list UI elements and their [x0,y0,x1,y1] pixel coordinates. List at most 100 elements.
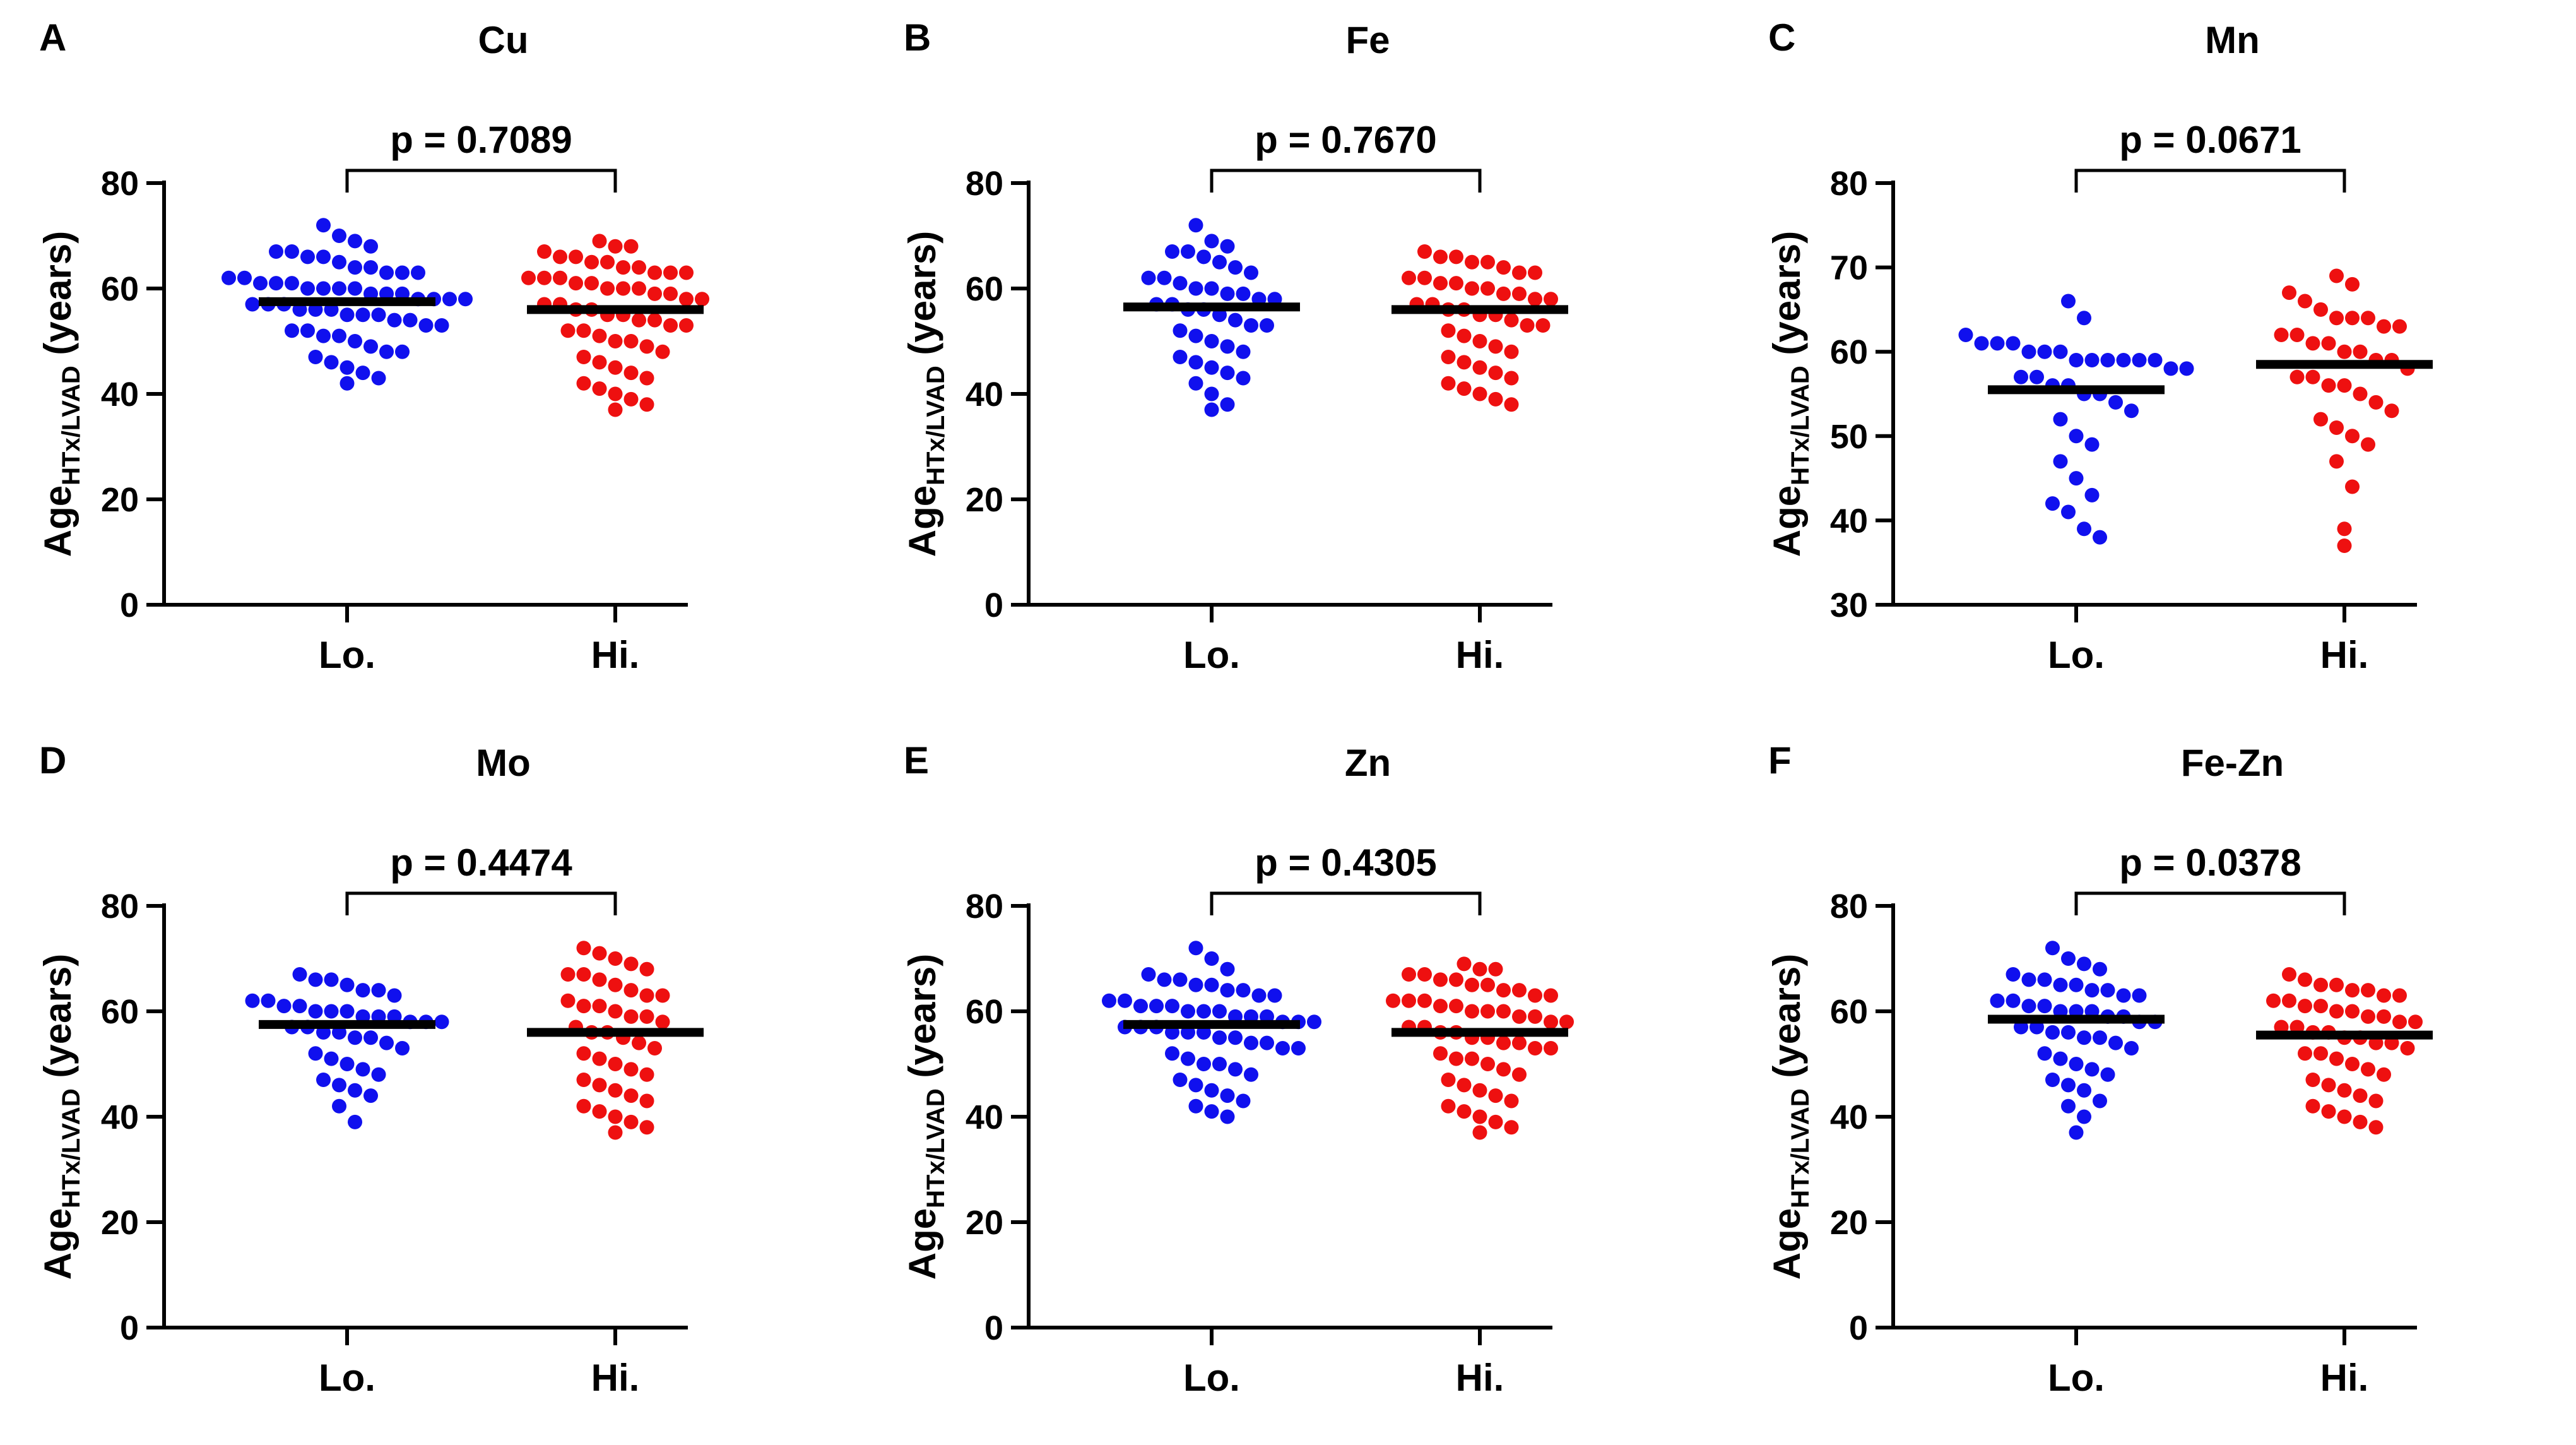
y-tick-label: 40 [1830,1098,1868,1136]
data-point-high [1386,993,1400,1008]
data-point-low [2100,1067,2115,1082]
data-point-high [1480,1057,1495,1071]
data-point-high [1433,972,1448,987]
x-category-label: Hi. [2320,1357,2369,1399]
x-category-label: Hi. [591,634,640,676]
y-axis-label-base: Age [37,1208,79,1280]
significance-bracket [2074,891,2346,915]
data-point-high [1488,339,1503,354]
data-point-low [2045,1025,2060,1040]
data-point-low [442,292,457,307]
data-point-low [1236,371,1251,386]
data-point-high [576,350,591,365]
data-point-low [1228,312,1243,328]
data-point-high [1512,1067,1527,1082]
data-point-high [592,328,607,343]
data-point-low [285,244,299,259]
data-point-high [608,1083,623,1098]
data-point-low [348,1083,362,1098]
data-point-high [1559,1014,1574,1030]
data-point-high [2329,1004,2344,1019]
data-point-high [608,977,623,992]
data-point-low [2021,344,2036,359]
data-point-low [340,1057,355,1071]
panel-fe: B Fe AgeHTx/LVAD (years) 0 20 40 60 80 Lo. Hi. p =… [865,0,1723,722]
data-point-high [2377,1009,2391,1024]
data-point-high [2377,319,2391,334]
data-point-low [2029,369,2044,384]
data-point-low [1307,1014,1321,1030]
data-point-low [1212,1057,1227,1071]
data-point-high [1504,397,1519,412]
panel-zn: E Zn AgeHTx/LVAD (years) 0 20 40 60 80 Lo. Hi. p =… [865,723,1723,1445]
data-point-high [639,1120,654,1135]
y-axis-label: AgeHTx/LVAD (years) [901,231,950,557]
data-point-high [695,292,709,307]
data-point-low [2053,412,2068,427]
data-point-low [1188,328,1203,343]
data-point-low [363,1088,378,1103]
data-point-high [1456,328,1472,343]
data-point-high [2345,983,2360,998]
data-point-high [2353,1088,2368,1103]
data-point-high [1528,265,1542,280]
data-point-high [1441,323,1456,338]
data-point-low [1990,336,2005,351]
data-point-high [623,983,639,998]
x-category-label: Hi. [2320,634,2369,676]
data-point-low [2132,988,2147,1003]
data-point-high [632,1035,646,1050]
y-tick-label: 80 [1830,165,1868,203]
data-point-high [2345,479,2360,494]
y-axis-label-base: Age [901,1208,943,1280]
data-point-low [1204,386,1219,401]
data-point-high [1472,1109,1487,1124]
data-point-high [663,318,678,333]
data-point-high [1512,286,1527,301]
data-point-high [560,323,576,338]
data-point-high [1402,967,1416,982]
p-value-label: p = 0.4305 [1255,841,1437,884]
data-point-high [608,239,623,254]
data-point-low [2077,521,2091,537]
y-tick-label: 80 [966,165,1003,203]
data-point-high [679,318,694,333]
data-point-high [1417,244,1432,259]
data-point-low [2077,311,2091,326]
panel-letter: F [1768,739,1792,782]
data-point-high [1488,1114,1503,1129]
data-point-low [1157,270,1172,285]
panel-fezn: F Fe-Zn AgeHTx/LVAD (years) 0 20 40 60 80 Lo. Hi.… [1729,723,2576,1445]
y-tick-label: 40 [1830,502,1868,540]
data-point-high [2361,1009,2375,1024]
data-point-high [592,972,607,987]
y-tick-label: 40 [966,1098,1003,1136]
data-point-low [1204,951,1219,966]
data-point-high [632,260,646,275]
data-point-high [1402,270,1416,285]
chart-title: Mo [476,742,531,784]
y-axis-label-unit: (years) [1766,954,1808,1088]
data-point-low [1188,355,1203,370]
data-point-high [1465,1051,1479,1066]
data-point-low [1196,249,1211,265]
data-point-low [2069,977,2084,992]
data-point-high [623,1114,639,1129]
data-point-low [387,988,402,1003]
data-point-low [2093,1030,2107,1045]
data-point-high [1465,281,1479,296]
data-point-high [1504,371,1519,386]
data-point-low [1173,276,1188,291]
data-point-high [1480,1004,1495,1019]
data-point-low [1212,1030,1227,1045]
data-point-high [576,1046,591,1061]
data-point-high [592,355,607,370]
data-point-low [340,977,355,992]
data-point-low [2093,530,2107,545]
y-tick-label: 0 [984,586,1003,624]
data-point-high [584,254,599,270]
data-point-high [639,339,654,354]
data-point-high [2329,977,2344,992]
data-point-high [639,1093,654,1109]
y-axis-label-unit: (years) [1766,231,1808,366]
